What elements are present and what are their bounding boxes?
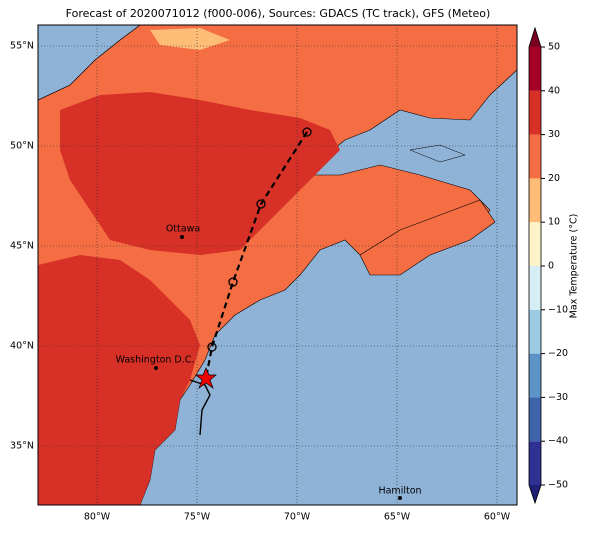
colorbar-tick-label: −10 [548,304,568,315]
track-point [256,199,266,209]
hudson-bay [38,25,141,101]
nova-scotia [359,199,496,276]
axes: 80°W 75°W 70°W 65°W 60°W 55°N 50°N 45°N 40°N 35°N… [10,25,568,523]
colorbar-bin [529,309,541,354]
colorbar-tick-label: 0 [548,261,554,272]
lon-tick-label: 75°W [184,512,211,523]
colorbar-bin [529,134,541,179]
map-frame [37,24,518,506]
warm-region [38,255,200,505]
lat-tick-label: 50°N [10,141,34,152]
colorbar-tick-label: −30 [548,392,568,403]
colorbar-under [529,485,541,503]
colorbar-tick-label: 30 [548,129,560,140]
mild-region [150,28,230,50]
colorbar-label: Max Temperature (°C) [569,214,580,319]
colorbar-bin [529,90,541,135]
city-dot [398,496,402,500]
city-dot [180,235,184,239]
colorbar-bin [529,47,541,91]
colorbar-bin [529,222,541,266]
colorbar-over [529,28,541,47]
lat-tick-label: 35°N [10,441,34,452]
colorbar-tick-label: −50 [548,480,568,491]
lake [409,144,466,163]
lat-tick-label: 40°N [10,341,34,352]
colorbar-bin [529,441,541,485]
lat-tick-label: 45°N [10,241,34,252]
map-area: Ottawa Washington D.C. Hamilton [38,25,517,505]
storm-position [195,367,217,389]
colorbar-tick-label: −40 [548,436,568,447]
city-label: Washington D.C. [116,355,195,366]
lon-tick-label: 80°W [84,512,111,523]
warm-region [60,92,340,255]
title: Forecast of 2020071012 (f000-006), Sourc… [66,7,491,20]
colorbar-tick-label: −20 [548,348,568,359]
track-point [207,342,217,352]
colorbar-tick-label: 10 [548,217,560,228]
colorbar-tick-label: 50 [548,42,560,53]
lon-tick-label: 70°W [284,512,311,523]
colorbar-tick-label: 40 [548,85,560,96]
city-label: Hamilton [378,486,421,497]
lon-tick-label: 60°W [484,512,511,523]
colorbar-bin [529,178,541,223]
track-point [228,277,238,287]
city-dot [154,366,158,370]
colorbar-tick-label: 20 [548,173,560,184]
city-label: Ottawa [166,224,200,235]
lon-tick-label: 65°W [384,512,411,523]
colorbar-bin [529,397,541,442]
track-history [189,379,211,436]
lat-tick-label: 55°N [10,41,34,52]
track-point [302,127,312,137]
colorbar-bin [529,266,541,310]
colorbar-bin [529,353,541,398]
